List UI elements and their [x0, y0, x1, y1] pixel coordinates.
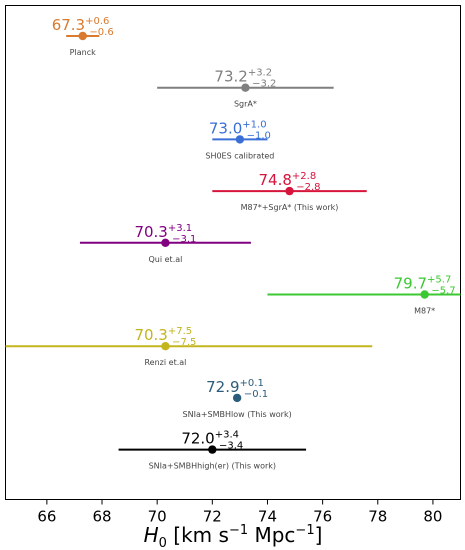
series-name-label: SgrA*: [234, 100, 257, 109]
minus-error: −7.5: [172, 337, 196, 348]
minus-error: −3.2: [252, 79, 276, 90]
axis-title-part: ]: [315, 523, 323, 547]
series-name-label: Qui et.al: [149, 255, 183, 264]
central-value: 72.9: [206, 378, 239, 396]
central-value: 67.3: [52, 16, 85, 34]
x-tick-label: 68: [92, 508, 111, 526]
data-point: [285, 186, 294, 196]
minus-error: −0.1: [244, 389, 268, 400]
x-axis: 66 68 70 72 74 76 78 80: [37, 499, 442, 526]
series-name-label: SNIa+SMBHhigh(er) (This work): [149, 462, 276, 471]
central-value: 74.8: [259, 171, 292, 189]
plus-error: +0.1: [240, 378, 264, 389]
plot-frame: [5, 5, 461, 500]
value-label: 67.3+0.6 −0.6: [52, 16, 114, 38]
x-tick-label: 70: [148, 508, 167, 526]
series-name-label: Renzi et.al: [144, 358, 186, 367]
series-7: 70.3+7.5 −7.5 Renzi et.al: [5, 326, 373, 367]
series-3: 73.0+1.0 −1.0 SH0ES calibrated: [205, 119, 274, 160]
central-value: 70.3: [134, 223, 167, 241]
plus-error: +3.4: [215, 430, 239, 441]
central-value: 73.0: [209, 119, 242, 137]
value-label: 70.3+7.5 −7.5: [134, 326, 196, 348]
minus-error: −2.8: [296, 182, 320, 193]
value-label: 73.0+1.0 −1.0: [209, 119, 271, 141]
data-point: [420, 290, 429, 299]
axis-title-part: [km s: [167, 523, 229, 547]
axis-title-part: Mpc: [248, 523, 295, 547]
axis-title-part: H: [144, 523, 159, 547]
value-label: 72.0+3.4 −3.4: [181, 430, 243, 452]
series-4: 74.8+2.8 −2.8 M87*+SgrA* (This work): [212, 171, 367, 212]
series-2: 73.2+3.2 −3.2 SgrA*: [157, 68, 334, 109]
minus-error: −3.1: [172, 234, 196, 245]
data-point: [235, 135, 245, 144]
data-point: [161, 238, 170, 247]
plus-error: +3.2: [248, 68, 272, 79]
plus-error: +3.1: [168, 223, 192, 234]
central-value: 79.7: [394, 275, 427, 293]
central-value: 72.0: [181, 430, 214, 448]
data-point: [241, 83, 250, 92]
value-label: 74.8+2.8 −2.8: [259, 171, 321, 193]
x-tick-label: 66: [37, 508, 56, 526]
central-value: 73.2: [214, 68, 247, 86]
data-point: [161, 342, 170, 351]
central-value: 70.3: [134, 326, 167, 344]
plus-error: +7.5: [168, 326, 192, 337]
series-9: 72.0+3.4 −3.4 SNIa+SMBHhigh(er) (This work…: [118, 430, 307, 471]
series-name-label: M87*: [414, 307, 435, 316]
series-name-label: M87*+SgrA* (This work): [241, 203, 339, 212]
series-8: 72.9+0.1 −0.1 SNIa+SMBHlow (This work): [183, 378, 292, 419]
series-name-label: Planck: [70, 48, 96, 57]
minus-error: −1.0: [247, 130, 271, 141]
minus-error: −0.6: [89, 27, 113, 38]
x-tick-label: 78: [368, 508, 387, 526]
x-tick-label: 72: [203, 508, 222, 526]
minus-error: −5.7: [431, 286, 455, 297]
data-point: [232, 393, 242, 403]
data-point: [208, 445, 217, 454]
axis-title-part: −1: [229, 523, 248, 538]
series-5: 70.3+3.1 −3.1 Qui et.al: [79, 223, 251, 264]
plus-error: +2.8: [292, 171, 316, 182]
value-label: 72.9+0.1 −0.1: [206, 378, 268, 400]
axis-title-part: 0: [159, 536, 167, 550]
x-axis-title: H0 [km s−1 Mpc−1]: [144, 523, 323, 550]
series-name-label: SH0ES calibrated: [205, 151, 274, 160]
series-1: 67.3+0.6 −0.6 Planck: [52, 16, 114, 57]
x-tick-label: 74: [258, 508, 277, 526]
data-point: [78, 31, 87, 41]
plus-error: +1.0: [242, 119, 266, 130]
series-name-label: SNIa+SMBHlow (This work): [183, 410, 292, 419]
axis-title-part: −1: [295, 523, 314, 538]
x-tick-label: 76: [313, 508, 332, 526]
value-label: 73.2+3.2 −3.2: [214, 68, 276, 90]
value-label: 70.3+3.1 −3.1: [134, 223, 196, 245]
value-label: 79.7+5.7 −5.7: [394, 275, 456, 297]
plus-error: +5.7: [427, 275, 451, 286]
x-tick-label: 80: [423, 508, 442, 526]
series-6: 79.7+5.7 −5.7 M87*: [267, 275, 461, 316]
plus-error: +0.6: [85, 16, 109, 27]
minus-error: −3.4: [219, 441, 243, 452]
